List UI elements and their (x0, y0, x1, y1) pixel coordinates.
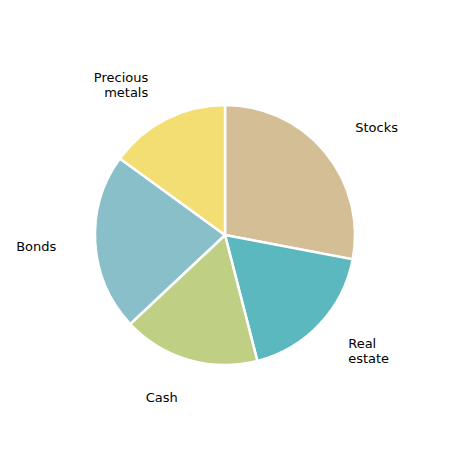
svg-text:Preciousmetals: Preciousmetals (94, 69, 149, 99)
svg-text:Cash: Cash (146, 390, 178, 405)
svg-text:Stocks: Stocks (355, 120, 398, 135)
svg-text:Bonds: Bonds (16, 238, 56, 253)
svg-text:Realestate: Realestate (348, 336, 389, 366)
